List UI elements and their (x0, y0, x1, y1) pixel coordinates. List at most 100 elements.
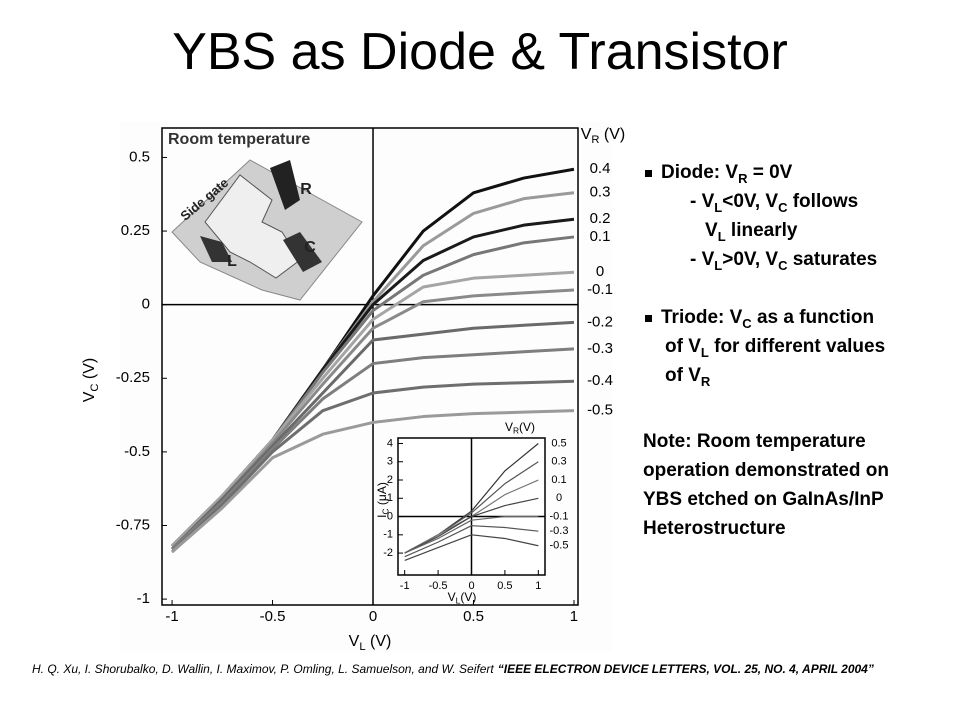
series-label: -0.5 (587, 402, 613, 419)
device-gate (270, 160, 300, 210)
note-line: Note: Room temperature (643, 431, 866, 452)
series-line (171, 379, 575, 554)
text-sub: R (700, 373, 711, 389)
text-part: <0V, V (722, 191, 779, 212)
x-tick-label: 0.5 (463, 608, 484, 625)
x-axis-label: VL (V) (349, 633, 392, 653)
text-part: - V (690, 249, 715, 270)
legend-title: VR(V) (505, 420, 535, 436)
series-line (170, 320, 575, 551)
text-sub: C (778, 199, 788, 215)
legend-title-part: V (581, 126, 592, 143)
bullet-line: - VL>0V, VC saturates (645, 245, 885, 274)
series-label: -0.1 (587, 281, 613, 298)
legend-title: VR (V) (581, 126, 626, 146)
bullet-line: VL linearly (645, 216, 885, 245)
note-line: YBS etched on GaInAs/InP (643, 489, 884, 510)
bullet: Triode: VC as a function of VL for differ… (645, 303, 885, 390)
series-label: 0.2 (590, 210, 611, 227)
text-part: linearly (725, 220, 798, 241)
text-sub: L (700, 344, 709, 360)
text-sub: R (738, 170, 748, 186)
citation-authors: H. Q. Xu, I. Shorubalko, D. Wallin, I. M… (32, 662, 494, 676)
device-label: R (300, 181, 312, 198)
x-tick-label: 0.5 (497, 580, 512, 592)
x-axis-label-sub: L (456, 596, 461, 606)
series-line (171, 347, 575, 551)
legend-title-sub: R (591, 134, 599, 146)
y-tick-label: 1 (387, 492, 393, 504)
legend-title-sub: R (513, 426, 519, 436)
annotation: Room temperature (168, 131, 310, 148)
y-tick-label: -2 (383, 547, 393, 559)
series-label: -0.3 (587, 340, 613, 357)
x-axis-label-sub: L (359, 641, 365, 653)
series-line (404, 497, 539, 554)
y-axis-label-sub: C (89, 384, 101, 392)
device-gate (283, 232, 322, 272)
legend-title-part: (V) (599, 126, 625, 143)
y-axis-label-sub: C (381, 508, 391, 514)
y-tick-label: -0.5 (124, 443, 150, 460)
text-sub: C (742, 315, 752, 331)
series-line (404, 534, 539, 561)
x-tick-label: 1 (570, 608, 578, 625)
y-tick-label: 0 (387, 510, 393, 522)
text-part: Diode: V (661, 162, 739, 183)
x-axis-label-part: V (448, 590, 456, 604)
series-line (404, 515, 539, 554)
text-sub: L (714, 257, 723, 273)
y-axis-label: IC (μA) (375, 482, 391, 518)
text-part: = 0V (747, 162, 793, 183)
bullet-list: Diode: VR = 0V - VL<0V, VC follows VL line… (645, 158, 885, 419)
text-part: >0V, V (722, 249, 779, 270)
series-label: -0.3 (550, 525, 569, 537)
bullet-line: Diode: VR = 0V (645, 158, 885, 187)
y-axis-label-part: I (375, 514, 389, 517)
note: Note: Room temperature operation demonstr… (643, 427, 889, 543)
series-line (170, 270, 575, 548)
series-label: 0 (556, 492, 562, 504)
legend-title-part: V (505, 420, 513, 434)
series-label: -0.5 (550, 540, 569, 552)
text-part: Triode: V (661, 307, 743, 328)
series-line (171, 409, 575, 554)
y-tick-label: -1 (137, 590, 150, 607)
y-axis-label: VC (V) (81, 358, 101, 403)
series-label: 0.5 (551, 437, 566, 449)
y-tick-label: 0.5 (129, 148, 150, 165)
y-tick-label: 0.25 (121, 222, 150, 239)
x-tick-label: 0 (468, 580, 474, 592)
series-label: 0 (596, 263, 604, 280)
x-axis-label-part: (V) (460, 590, 476, 604)
y-axis-label-part: (V) (81, 358, 98, 384)
note-line: operation demonstrated on (643, 460, 889, 481)
bullet-line: of VL for different values (645, 332, 885, 361)
y-tick-label: 2 (387, 474, 393, 486)
x-tick-label: -1 (400, 580, 410, 592)
text-part: saturates (787, 249, 878, 270)
bullet-line: Triode: VC as a function (645, 303, 885, 332)
device-label: L (227, 253, 237, 270)
x-axis-label-part: V (349, 633, 360, 650)
series-label: 0.3 (551, 456, 566, 468)
bullet-line: - VL<0V, VC follows (645, 187, 885, 216)
plot-frame (161, 127, 579, 606)
series-label: 0.1 (551, 474, 566, 486)
text-part: for different values (708, 336, 886, 357)
series-label: -0.1 (550, 510, 569, 522)
y-tick-label: -0.75 (116, 516, 150, 533)
x-tick-label: 1 (535, 580, 541, 592)
y-axis-label-part: V (81, 391, 98, 402)
bullet-line: of VR (645, 361, 885, 390)
note-line: Heterostructure (643, 518, 786, 539)
x-tick-label: -0.5 (429, 580, 448, 592)
series-line (404, 525, 539, 558)
series-label: 0.1 (590, 228, 611, 245)
bullet: Diode: VR = 0V - VL<0V, VC follows VL line… (645, 158, 885, 274)
x-tick-label: -0.5 (260, 608, 286, 625)
text-part: V (705, 220, 718, 241)
citation: H. Q. Xu, I. Shorubalko, D. Wallin, I. M… (32, 660, 912, 678)
